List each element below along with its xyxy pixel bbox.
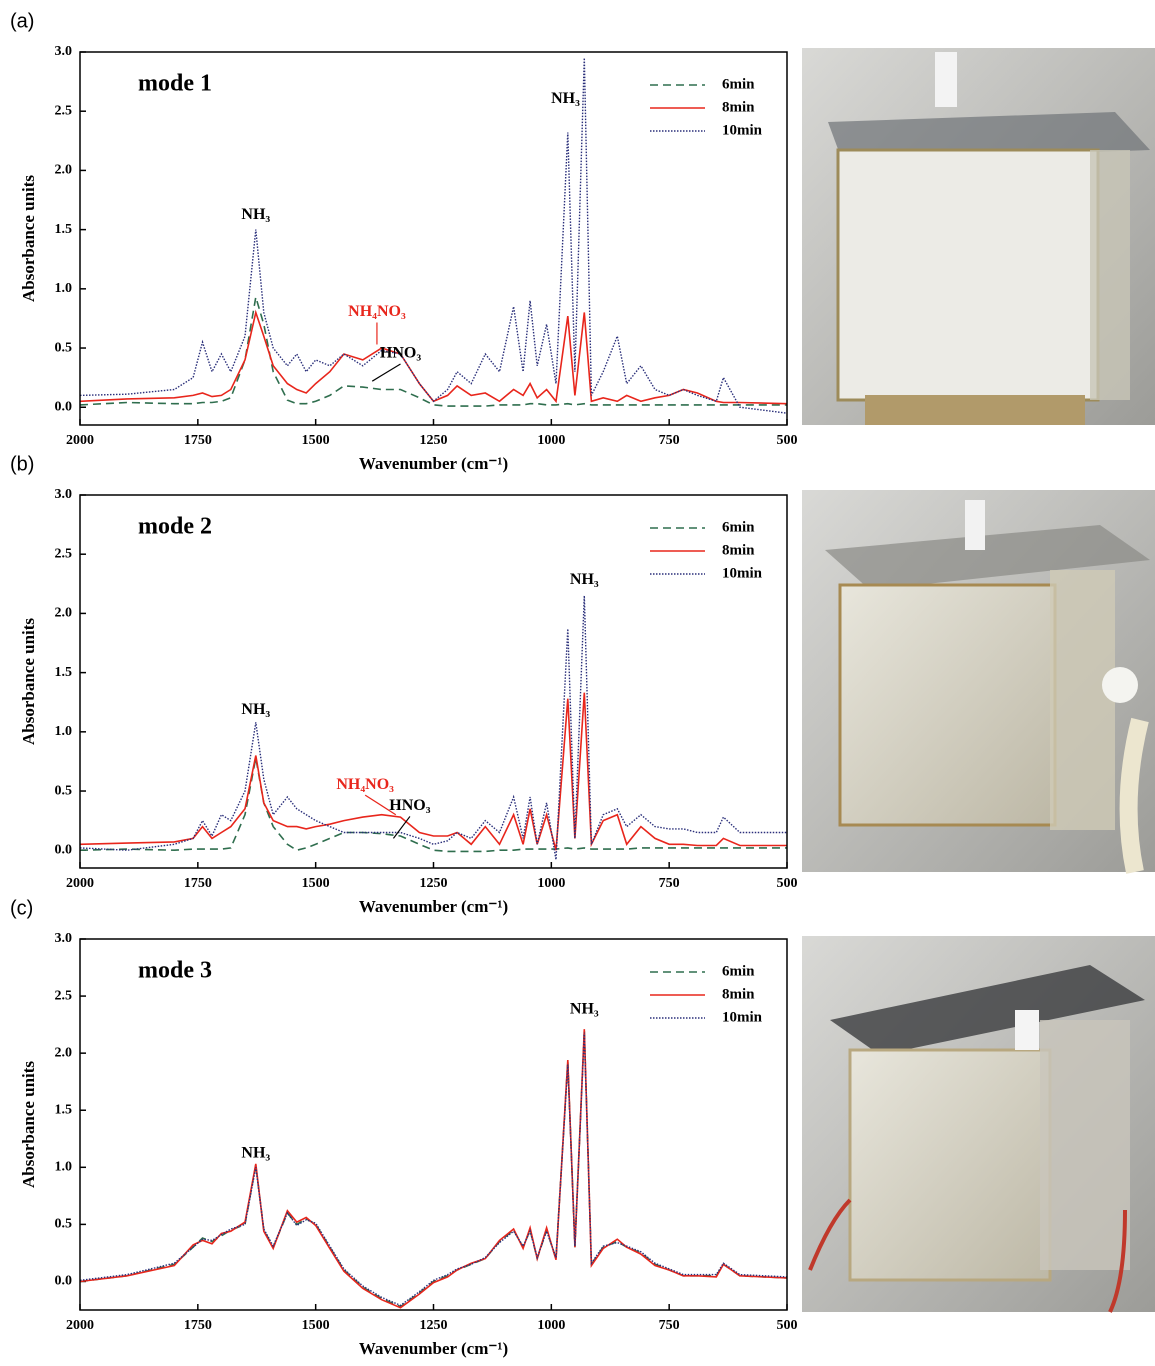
y-tick-label: 2.5 xyxy=(55,103,73,118)
annotation-arrow xyxy=(371,363,401,382)
panel-label: (b) xyxy=(10,453,34,475)
y-tick-label: 0.0 xyxy=(55,1274,73,1289)
y-axis-title: Absorbance units xyxy=(19,175,38,302)
y-tick-label: 0.0 xyxy=(55,842,73,857)
x-axis-title: Wavenumber (cm⁻¹) xyxy=(359,1339,508,1358)
chart-title: mode 2 xyxy=(138,514,212,540)
legend-label: 10min xyxy=(722,122,763,138)
photo-b xyxy=(802,490,1155,874)
series-line xyxy=(80,692,787,851)
y-tick-label: 3.0 xyxy=(55,44,73,59)
annotation: NH₃ xyxy=(570,571,599,588)
chart: (c) 2000 1750 1500 1250 1000 750 500 0.0 0.5 1.0 1.… xyxy=(10,897,798,1358)
x-tick-label: 500 xyxy=(777,1318,798,1333)
series-line xyxy=(80,595,787,860)
y-tick-label: 2.0 xyxy=(55,163,73,178)
y-axis-title: Absorbance units xyxy=(19,618,38,745)
y-tick-label: 1.0 xyxy=(55,724,73,739)
legend-label: 10min xyxy=(722,1009,763,1025)
y-tick-label: 1.5 xyxy=(55,665,73,680)
panel-label: (c) xyxy=(10,897,33,919)
chart: (b) 2000 1750 1500 1250 1000 750 500 0.0 0.5 1.0 1.… xyxy=(10,453,798,916)
series-line xyxy=(80,757,787,853)
x-tick-label: 750 xyxy=(659,433,680,448)
legend-label: 6min xyxy=(722,76,755,92)
chart-title: mode 1 xyxy=(138,71,212,97)
x-tick-label: 1500 xyxy=(302,1318,330,1333)
y-axis-title: Absorbance units xyxy=(19,1061,38,1188)
series-line xyxy=(80,1032,787,1307)
x-tick-label: 500 xyxy=(777,433,798,448)
x-tick-label: 1250 xyxy=(420,433,448,448)
x-tick-label: 1250 xyxy=(420,1318,448,1333)
photo-a xyxy=(802,48,1155,425)
x-tick-label: 1000 xyxy=(537,433,565,448)
annotation: NH₄NO₃ xyxy=(336,776,394,793)
y-tick-label: 2.5 xyxy=(55,988,73,1003)
x-axis-title: Wavenumber (cm⁻¹) xyxy=(359,454,508,473)
annotation: NH₃ xyxy=(551,90,580,107)
x-tick-label: 1250 xyxy=(420,876,448,891)
y-tick-label: 1.5 xyxy=(55,1102,73,1117)
annotation-arrow xyxy=(392,816,411,839)
x-axis-title: Wavenumber (cm⁻¹) xyxy=(359,897,508,916)
annotation: NH₃ xyxy=(241,1144,270,1161)
x-tick-label: 2000 xyxy=(66,433,94,448)
chart: (a) 2000 1750 1500 1250 1000 750 500 0.0 0.5 1.0 1.… xyxy=(10,10,798,473)
x-tick-label: 1750 xyxy=(184,876,212,891)
y-tick-label: 1.0 xyxy=(55,1160,73,1175)
series-line xyxy=(80,309,787,405)
x-tick-label: 2000 xyxy=(66,876,94,891)
y-tick-label: 2.0 xyxy=(55,1045,73,1060)
x-tick-label: 750 xyxy=(659,1318,680,1333)
y-tick-label: 2.5 xyxy=(55,546,73,561)
x-tick-label: 2000 xyxy=(66,1318,94,1333)
legend-label: 6min xyxy=(722,519,755,535)
plot-frame xyxy=(79,51,788,426)
x-tick-label: 1750 xyxy=(184,1318,212,1333)
x-tick-label: 1500 xyxy=(302,433,330,448)
y-tick-label: 0.5 xyxy=(55,783,73,798)
annotation: HNO₃ xyxy=(389,797,430,814)
x-tick-label: 750 xyxy=(659,876,680,891)
series-line xyxy=(80,1029,787,1309)
series-line xyxy=(80,57,787,414)
annotation: HNO₃ xyxy=(380,345,421,362)
y-tick-label: 0.0 xyxy=(55,399,73,414)
legend-label: 10min xyxy=(722,565,763,581)
y-tick-label: 0.5 xyxy=(55,1217,73,1232)
legend-label: 8min xyxy=(722,542,755,558)
plot-frame xyxy=(79,938,788,1311)
series-line xyxy=(80,1030,787,1308)
x-tick-label: 1000 xyxy=(537,1318,565,1333)
annotation: NH₃ xyxy=(241,206,270,223)
y-tick-label: 3.0 xyxy=(55,487,73,502)
y-tick-label: 3.0 xyxy=(55,931,73,946)
photo-c xyxy=(802,936,1155,1313)
annotation: NH₄NO₃ xyxy=(348,303,406,320)
y-tick-label: 1.5 xyxy=(55,222,73,237)
legend-label: 6min xyxy=(722,963,755,979)
legend-label: 8min xyxy=(722,986,755,1002)
annotation: NH₃ xyxy=(241,701,270,718)
y-tick-label: 2.0 xyxy=(55,606,73,621)
x-tick-label: 500 xyxy=(777,876,798,891)
x-tick-label: 1500 xyxy=(302,876,330,891)
panel-label: (a) xyxy=(10,10,34,32)
chart-title: mode 3 xyxy=(138,958,212,984)
annotation-arrow xyxy=(364,794,397,816)
x-tick-label: 1000 xyxy=(537,876,565,891)
annotation: NH₃ xyxy=(570,1000,599,1017)
x-tick-label: 1750 xyxy=(184,433,212,448)
y-tick-label: 0.5 xyxy=(55,340,73,355)
plot-frame xyxy=(79,494,788,869)
legend-label: 8min xyxy=(722,99,755,115)
y-tick-label: 1.0 xyxy=(55,281,73,296)
